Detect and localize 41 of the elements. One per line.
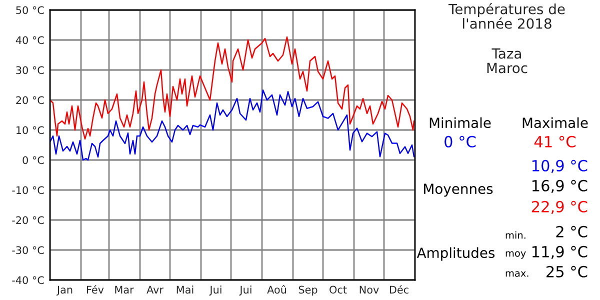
x-tick-label: Nov bbox=[360, 286, 379, 294]
y-tick-label: -10 °C bbox=[12, 186, 44, 194]
y-tick-label: 20 °C bbox=[16, 96, 44, 104]
text: Températures de l'année 2018 bbox=[448, 3, 565, 29]
text: Amplitudes bbox=[416, 247, 495, 261]
x-tick-label: Aoû bbox=[267, 285, 286, 294]
text: 41 °C bbox=[534, 136, 576, 148]
x-tick-label: Jan bbox=[56, 286, 72, 296]
text: Maximale bbox=[522, 117, 588, 128]
x-tick-label: Avr bbox=[146, 286, 164, 294]
x-tick-label: Jui bbox=[239, 286, 252, 296]
x-tick-label: Fév bbox=[87, 285, 104, 294]
text: Moyennes bbox=[424, 184, 493, 197]
text: 11,9 °C bbox=[532, 246, 588, 259]
y-tick-label: 40 °C bbox=[16, 36, 44, 44]
text: 2 °C bbox=[556, 226, 588, 238]
line-series bbox=[50, 36, 415, 140]
x-tick-label: Mar bbox=[115, 286, 134, 294]
y-tick-label: -40 °C bbox=[12, 276, 44, 284]
text: Taza Maroc bbox=[487, 48, 528, 74]
text: 10,9 °C bbox=[532, 160, 588, 173]
y-tick-label: 30 °C bbox=[16, 66, 44, 74]
text: Minimale bbox=[430, 117, 491, 128]
y-tick-label: -20 °C bbox=[12, 216, 44, 224]
text: 25 °C bbox=[546, 266, 588, 278]
y-tick-label: 50 °C bbox=[16, 6, 44, 14]
y-tick-label: 0 °C bbox=[22, 156, 44, 164]
text: min. bbox=[506, 231, 526, 239]
x-tick-label: Déc bbox=[390, 285, 408, 294]
x-tick-label: Jui bbox=[209, 286, 222, 296]
text: 22,9 °C bbox=[532, 200, 588, 214]
y-tick-label: -30 °C bbox=[12, 246, 44, 254]
text: 16,9 °C bbox=[532, 180, 588, 193]
x-tick-label: Sep bbox=[298, 286, 318, 296]
line-series bbox=[50, 89, 415, 161]
text: max. bbox=[506, 271, 528, 277]
x-tick-label: Oct bbox=[330, 286, 347, 294]
text: moy bbox=[506, 251, 526, 259]
x-tick-label: Mai bbox=[176, 286, 194, 294]
text: 0 °C bbox=[444, 136, 476, 148]
y-tick-label: 10 °C bbox=[16, 126, 44, 134]
